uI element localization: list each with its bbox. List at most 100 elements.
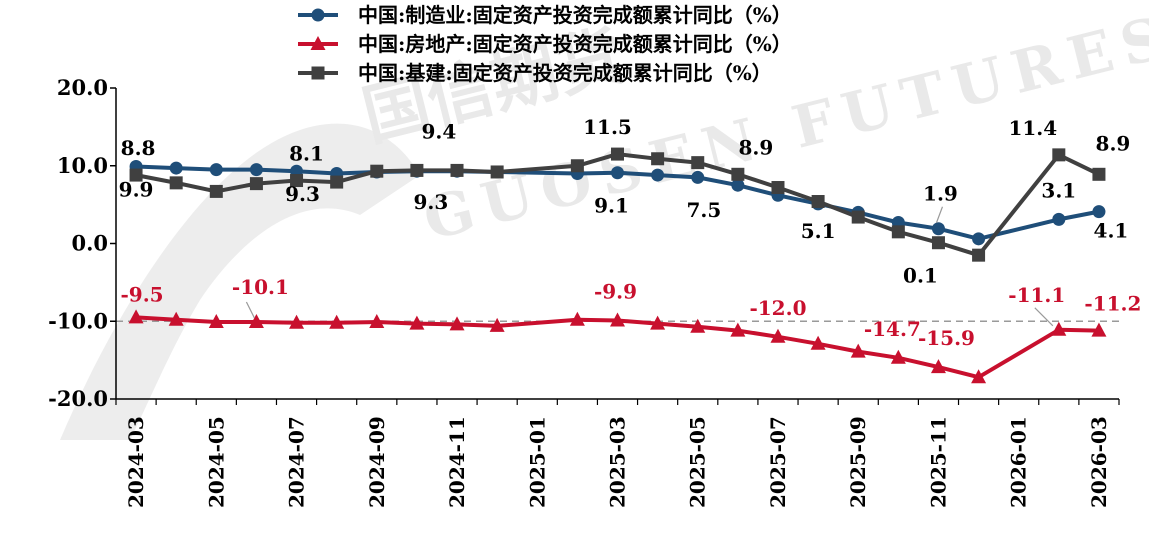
data-point-triangle — [971, 369, 987, 384]
data-label: -11.1 — [1008, 283, 1065, 307]
leader-line — [245, 301, 255, 319]
data-label: -15.9 — [918, 326, 975, 350]
data-point-triangle — [208, 314, 224, 329]
data-point-triangle — [690, 318, 706, 333]
x-tick-label: 2024-09 — [365, 416, 389, 508]
data-point-triangle — [770, 328, 786, 343]
data-label: 1.9 — [923, 182, 958, 206]
data-point-square — [891, 225, 905, 239]
data-point-triangle — [128, 309, 144, 324]
data-label: 4.1 — [1094, 219, 1129, 243]
x-tick-label: 2025-03 — [606, 416, 630, 508]
data-label: 7.5 — [686, 198, 721, 222]
data-label: 9.1 — [594, 194, 629, 218]
x-tick-label: 2026-03 — [1087, 416, 1111, 508]
y-tick-label: -20.0 — [48, 386, 108, 411]
data-point-triangle — [168, 311, 184, 326]
y-tick-label: 0.0 — [71, 231, 108, 256]
x-tick-label: 2025-01 — [525, 416, 549, 508]
data-point-triangle — [310, 36, 326, 50]
data-point-circle — [249, 163, 263, 177]
data-point-circle — [931, 222, 945, 236]
data-label: 8.1 — [289, 142, 324, 166]
legend-item: 中国:房地产:固定资产投资完成额累计同比（%） — [298, 32, 792, 56]
data-labels-layer: 8.8 9.9 8.1 9.3 9.4 9.3 11.5 9.1 8.9 7.5 5.1 1.9 0.1… — [119, 115, 1142, 350]
x-tick-label: 2024-07 — [285, 416, 309, 508]
data-point-triangle — [1091, 322, 1107, 337]
data-point-square — [169, 176, 183, 190]
data-point-circle — [972, 232, 986, 246]
data-point-square — [129, 168, 143, 182]
data-label: 9.9 — [119, 178, 154, 202]
y-tick-label: -10.0 — [48, 308, 108, 333]
data-point-circle — [1092, 205, 1106, 219]
x-tick-label: 2025-09 — [846, 416, 870, 508]
legend: 中国:制造业:固定资产投资完成额累计同比（%） 中国:房地产:固定资产投资完成额累… — [298, 3, 792, 85]
legend-item: 中国:制造业:固定资产投资完成额累计同比（%） — [298, 3, 792, 27]
data-label: -11.2 — [1084, 292, 1141, 316]
data-point-square — [311, 66, 325, 80]
leader-line — [935, 206, 944, 223]
data-label: 3.1 — [1041, 178, 1076, 202]
data-point-square — [811, 195, 825, 209]
x-tick-label: 2024-03 — [124, 416, 148, 508]
data-label: -9.9 — [594, 279, 637, 303]
data-point-triangle — [1051, 321, 1067, 336]
data-point-triangle — [369, 314, 385, 329]
data-point-square — [570, 159, 584, 173]
data-label: -12.0 — [749, 296, 806, 320]
legend-label: 中国:基建:固定资产投资完成额累计同比（%） — [358, 61, 772, 85]
y-tick-label: 20.0 — [57, 75, 108, 100]
legend-item: 中国:基建:固定资产投资完成额累计同比（%） — [298, 61, 772, 85]
x-tick-label: 2025-05 — [686, 416, 710, 508]
data-label: 9.3 — [285, 182, 320, 206]
data-point-square — [731, 167, 745, 181]
data-label: 9.4 — [422, 119, 457, 143]
data-point-square — [771, 181, 785, 195]
x-tick-label: 2025-11 — [926, 416, 950, 508]
x-tick-label: 2026-01 — [1007, 416, 1031, 508]
data-point-circle — [1052, 212, 1066, 226]
data-label: -14.7 — [864, 317, 921, 341]
data-point-square — [651, 152, 665, 166]
legend-label: 中国:制造业:固定资产投资完成额累计同比（%） — [358, 3, 792, 27]
data-point-circle — [651, 168, 665, 182]
data-point-square — [611, 147, 624, 161]
data-point-triangle — [409, 315, 425, 330]
data-point-circle — [311, 8, 325, 22]
x-tick-label: 2024-05 — [204, 416, 228, 508]
data-label: 5.1 — [801, 219, 836, 243]
data-label: 9.3 — [414, 190, 449, 214]
data-point-square — [691, 156, 705, 170]
series-layer — [128, 147, 1107, 384]
data-point-square — [209, 184, 223, 198]
data-point-square — [249, 177, 263, 191]
data-point-square — [450, 163, 464, 177]
data-label: 8.9 — [1096, 131, 1131, 155]
data-point-circle — [691, 170, 705, 184]
data-label: -9.5 — [121, 282, 164, 306]
data-point-circle — [731, 178, 745, 192]
data-label: 8.8 — [121, 136, 156, 160]
data-point-triangle — [289, 314, 305, 329]
data-point-circle — [611, 166, 624, 180]
data-point-triangle — [730, 322, 746, 337]
data-label: -10.1 — [232, 275, 289, 299]
data-point-triangle — [449, 316, 465, 331]
leader-line — [1034, 307, 1054, 327]
data-point-square — [330, 175, 344, 189]
data-point-square — [370, 164, 384, 178]
data-point-triangle — [610, 312, 625, 327]
watermark-logo-shape — [60, 123, 420, 440]
series-infrastructure — [129, 147, 1106, 262]
data-point-circle — [169, 161, 183, 175]
data-point-square — [410, 163, 424, 177]
data-point-triangle — [810, 335, 826, 350]
data-point-square — [972, 248, 986, 262]
x-tick-label: 2025-07 — [766, 416, 790, 508]
data-point-square — [290, 174, 304, 188]
data-point-triangle — [489, 317, 505, 332]
data-point-triangle — [248, 314, 264, 329]
